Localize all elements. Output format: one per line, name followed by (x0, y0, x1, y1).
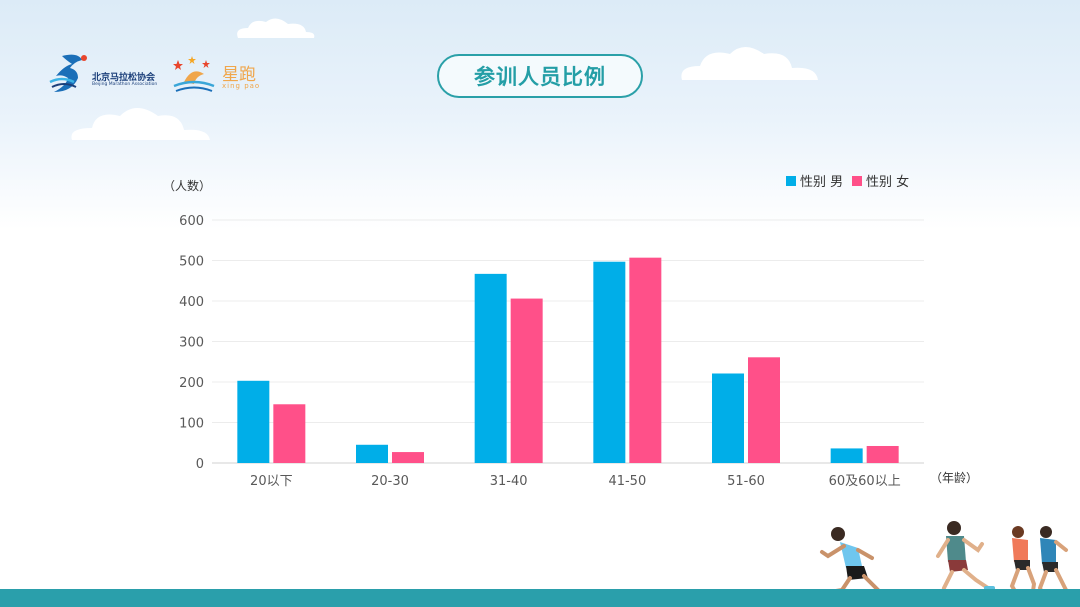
x-axis-label: （年龄） (930, 471, 978, 485)
association-logo-icon (49, 54, 87, 92)
association-logo: 北京马拉松协会 Beijing Marathon Association (48, 52, 158, 96)
bar-male (356, 444, 388, 463)
y-tick-label: 100 (179, 417, 204, 432)
association-name: 北京马拉松协会 (92, 73, 156, 83)
legend-swatch (786, 176, 796, 186)
xingpao-logo-icon (173, 56, 215, 92)
legend-label: 性别 女 (866, 174, 909, 190)
bar-male (830, 448, 863, 463)
bar-male (593, 261, 626, 463)
bar-male (237, 380, 270, 463)
x-tick-label: 60及60以上 (829, 474, 901, 489)
xingpao-logo: 星跑 xing pao (170, 52, 270, 96)
page-title-text: 参训人员比例 (474, 65, 606, 89)
xingpao-pinyin: xing pao (222, 82, 261, 90)
x-tick-label: 20以下 (250, 474, 293, 489)
y-tick-label: 0 (196, 457, 204, 472)
cloud-icon (237, 18, 315, 38)
legend-swatch (852, 176, 862, 186)
x-tick-label: 51-60 (727, 474, 765, 489)
bar-female (748, 357, 780, 463)
bar-male (474, 273, 507, 463)
xingpao-name: 星跑 (222, 65, 256, 85)
x-tick-label: 31-40 (490, 474, 528, 489)
x-tick-label: 41-50 (608, 474, 646, 489)
bar-female (273, 404, 306, 463)
cloud-icon (71, 108, 210, 140)
bar-male (712, 373, 744, 463)
association-name-en: Beijing Marathon Association (92, 82, 158, 87)
y-tick-label: 400 (179, 295, 204, 310)
legend-label: 性别 男 (800, 175, 843, 190)
bar-female (629, 257, 662, 463)
y-tick-label: 300 (179, 336, 204, 351)
y-tick-label: 500 (179, 255, 204, 270)
y-tick-label: 200 (179, 376, 204, 391)
bar-female (866, 445, 899, 463)
x-tick-label: 20-30 (371, 474, 409, 489)
y-tick-label: 600 (179, 214, 204, 229)
page-title: 参训人员比例 (437, 54, 643, 98)
bar-female (510, 298, 543, 463)
cloud-icon (681, 47, 818, 80)
y-axis-label: （人数） (163, 178, 211, 193)
bar-female (392, 452, 424, 463)
bottom-accent-bar (0, 589, 1080, 607)
runner-icon (936, 521, 995, 603)
